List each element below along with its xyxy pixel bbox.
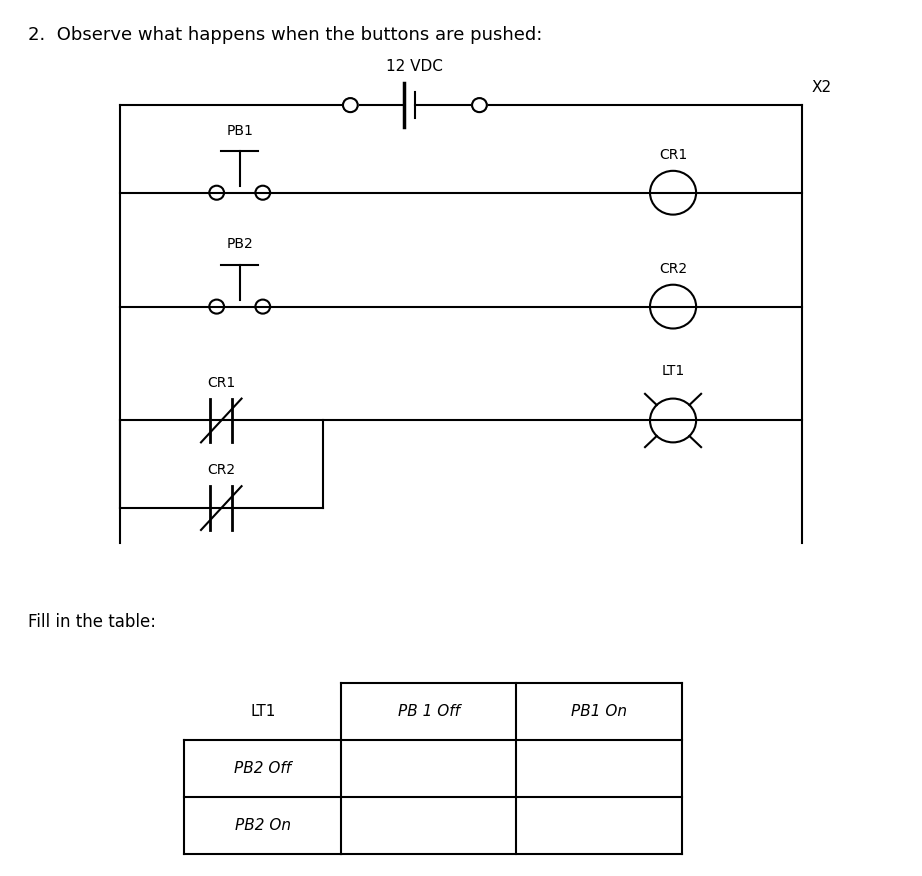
Text: PB2: PB2 <box>226 237 254 251</box>
Text: 2.  Observe what happens when the buttons are pushed:: 2. Observe what happens when the buttons… <box>28 26 542 45</box>
Circle shape <box>472 98 487 112</box>
Text: X2: X2 <box>811 80 832 95</box>
Text: 12 VDC: 12 VDC <box>386 60 443 74</box>
Text: Fill in the table:: Fill in the table: <box>28 613 156 632</box>
Text: CR1: CR1 <box>207 376 235 390</box>
Text: PB 1 Off: PB 1 Off <box>397 704 460 719</box>
Circle shape <box>472 98 487 112</box>
Text: CR2: CR2 <box>207 463 235 477</box>
Circle shape <box>343 98 358 112</box>
Text: PB2 On: PB2 On <box>235 818 290 833</box>
Text: CR2: CR2 <box>659 262 687 276</box>
Text: PB1: PB1 <box>226 124 254 138</box>
Text: CR1: CR1 <box>659 148 687 162</box>
Text: LT1: LT1 <box>661 364 685 378</box>
Text: LT1: LT1 <box>250 704 276 719</box>
Text: PB2 Off: PB2 Off <box>234 761 291 776</box>
Circle shape <box>343 98 358 112</box>
Text: PB1 On: PB1 On <box>572 704 627 719</box>
